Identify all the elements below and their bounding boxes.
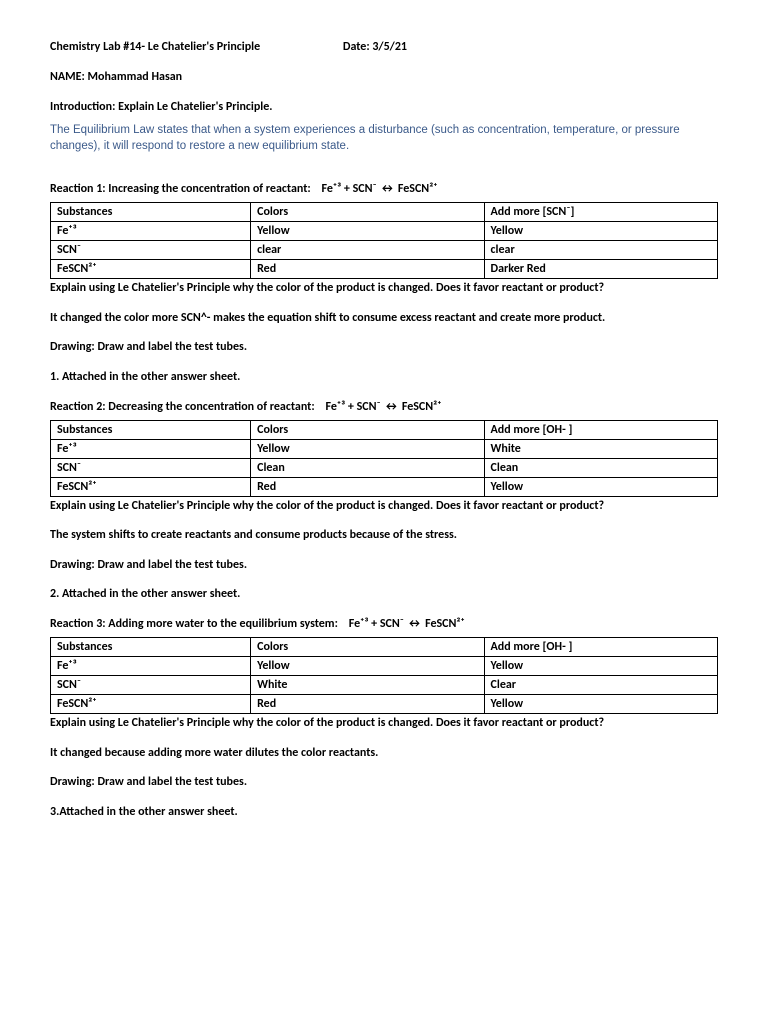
reaction1-title: Reaction 1: Increasing the concentration… — [50, 182, 718, 196]
col-colors: Colors — [251, 637, 484, 656]
cell: Fe⁺³ — [51, 222, 251, 241]
table-row: Fe⁺³ Yellow White — [51, 439, 718, 458]
doc-date: Date: 3/5/21 — [343, 40, 407, 54]
cell: Yellow — [484, 694, 717, 713]
reaction2-equation: Fe⁺³ + SCN⁻ ↔ FeSCN²⁺ — [326, 400, 442, 414]
cell: SCN⁻ — [51, 458, 251, 477]
reaction3-equation: Fe⁺³ + SCN⁻ ↔ FeSCN²⁺ — [349, 617, 465, 631]
cell: Fe⁺³ — [51, 439, 251, 458]
table-row: SCN⁻ Clean Clean — [51, 458, 718, 477]
reaction3-prefix: Reaction 3: Adding more water to the equ… — [50, 617, 338, 631]
table-row: FeSCN²⁺ Red Darker Red — [51, 260, 718, 279]
cell: Yellow — [251, 656, 484, 675]
student-name: Mohammad Hasan — [88, 70, 183, 84]
table-header-row: Substances Colors Add more [SCN⁻] — [51, 203, 718, 222]
cell: White — [484, 439, 717, 458]
cell: FeSCN²⁺ — [51, 694, 251, 713]
reaction1-equation: Fe⁺³ + SCN⁻ ↔ FeSCN²⁺ — [322, 182, 438, 196]
reaction1-explain-a: It changed the color more SCN^- makes th… — [50, 311, 718, 327]
reaction3-explain-a: It changed because adding more water dil… — [50, 746, 718, 762]
reaction3-title: Reaction 3: Adding more water to the equ… — [50, 617, 718, 631]
reaction2-draw-label: Drawing: Draw and label the test tubes. — [50, 558, 718, 574]
name-line: NAME: Mohammad Hasan — [50, 70, 718, 84]
table-row: SCN⁻ White Clear — [51, 675, 718, 694]
reaction1-table: Substances Colors Add more [SCN⁻] Fe⁺³ Y… — [50, 202, 718, 279]
col-addmore: Add more [SCN⁻] — [484, 203, 717, 222]
col-substances: Substances — [51, 420, 251, 439]
cell: Red — [251, 477, 484, 496]
col-colors: Colors — [251, 203, 484, 222]
table-row: FeSCN²⁺ Red Yellow — [51, 477, 718, 496]
cell: Red — [251, 694, 484, 713]
cell: Yellow — [484, 656, 717, 675]
reaction3-draw-a: 3.Attached in the other answer sheet. — [50, 805, 718, 821]
cell: Clear — [484, 675, 717, 694]
cell: Fe⁺³ — [51, 656, 251, 675]
reaction1-prefix: Reaction 1: Increasing the concentration… — [50, 182, 311, 196]
cell: SCN⁻ — [51, 675, 251, 694]
table-row: Fe⁺³ Yellow Yellow — [51, 222, 718, 241]
reaction2-explain-a: The system shifts to create reactants an… — [50, 528, 718, 544]
col-substances: Substances — [51, 203, 251, 222]
table-header-row: Substances Colors Add more [OH- ] — [51, 420, 718, 439]
reaction1-draw-a: 1. Attached in the other answer sheet. — [50, 370, 718, 386]
cell: Yellow — [484, 222, 717, 241]
reaction1-draw-label: Drawing: Draw and label the test tubes. — [50, 340, 718, 356]
name-label: NAME: — [50, 70, 85, 84]
cell: clear — [251, 241, 484, 260]
cell: FeSCN²⁺ — [51, 260, 251, 279]
reaction3-draw-label: Drawing: Draw and label the test tubes. — [50, 775, 718, 791]
intro-answer: The Equilibrium Law states that when a s… — [50, 122, 718, 154]
cell: Darker Red — [484, 260, 717, 279]
cell: Clean — [251, 458, 484, 477]
cell: Red — [251, 260, 484, 279]
table-row: FeSCN²⁺ Red Yellow — [51, 694, 718, 713]
reaction2-prefix: Reaction 2: Decreasing the concentration… — [50, 400, 315, 414]
doc-header: Chemistry Lab #14- Le Chatelier's Princi… — [50, 40, 718, 54]
col-substances: Substances — [51, 637, 251, 656]
doc-title: Chemistry Lab #14- Le Chatelier's Princi… — [50, 40, 260, 54]
reaction3-explain-q: Explain using Le Chatelier's Principle w… — [50, 716, 718, 732]
cell: Clean — [484, 458, 717, 477]
intro-label: Introduction: Explain Le Chatelier's Pri… — [50, 100, 718, 114]
reaction2-title: Reaction 2: Decreasing the concentration… — [50, 400, 718, 414]
table-header-row: Substances Colors Add more [OH- ] — [51, 637, 718, 656]
col-addmore: Add more [OH- ] — [484, 637, 717, 656]
reaction2-table: Substances Colors Add more [OH- ] Fe⁺³ Y… — [50, 420, 718, 497]
reaction2-explain-q: Explain using Le Chatelier's Principle w… — [50, 499, 718, 515]
reaction2-draw-a: 2. Attached in the other answer sheet. — [50, 587, 718, 603]
table-row: Fe⁺³ Yellow Yellow — [51, 656, 718, 675]
cell: clear — [484, 241, 717, 260]
col-addmore: Add more [OH- ] — [484, 420, 717, 439]
cell: Yellow — [251, 439, 484, 458]
cell: SCN⁻ — [51, 241, 251, 260]
col-colors: Colors — [251, 420, 484, 439]
reaction1-explain-q: Explain using Le Chatelier's Principle w… — [50, 281, 718, 297]
cell: Yellow — [251, 222, 484, 241]
reaction3-table: Substances Colors Add more [OH- ] Fe⁺³ Y… — [50, 637, 718, 714]
cell: FeSCN²⁺ — [51, 477, 251, 496]
cell: White — [251, 675, 484, 694]
table-row: SCN⁻ clear clear — [51, 241, 718, 260]
cell: Yellow — [484, 477, 717, 496]
